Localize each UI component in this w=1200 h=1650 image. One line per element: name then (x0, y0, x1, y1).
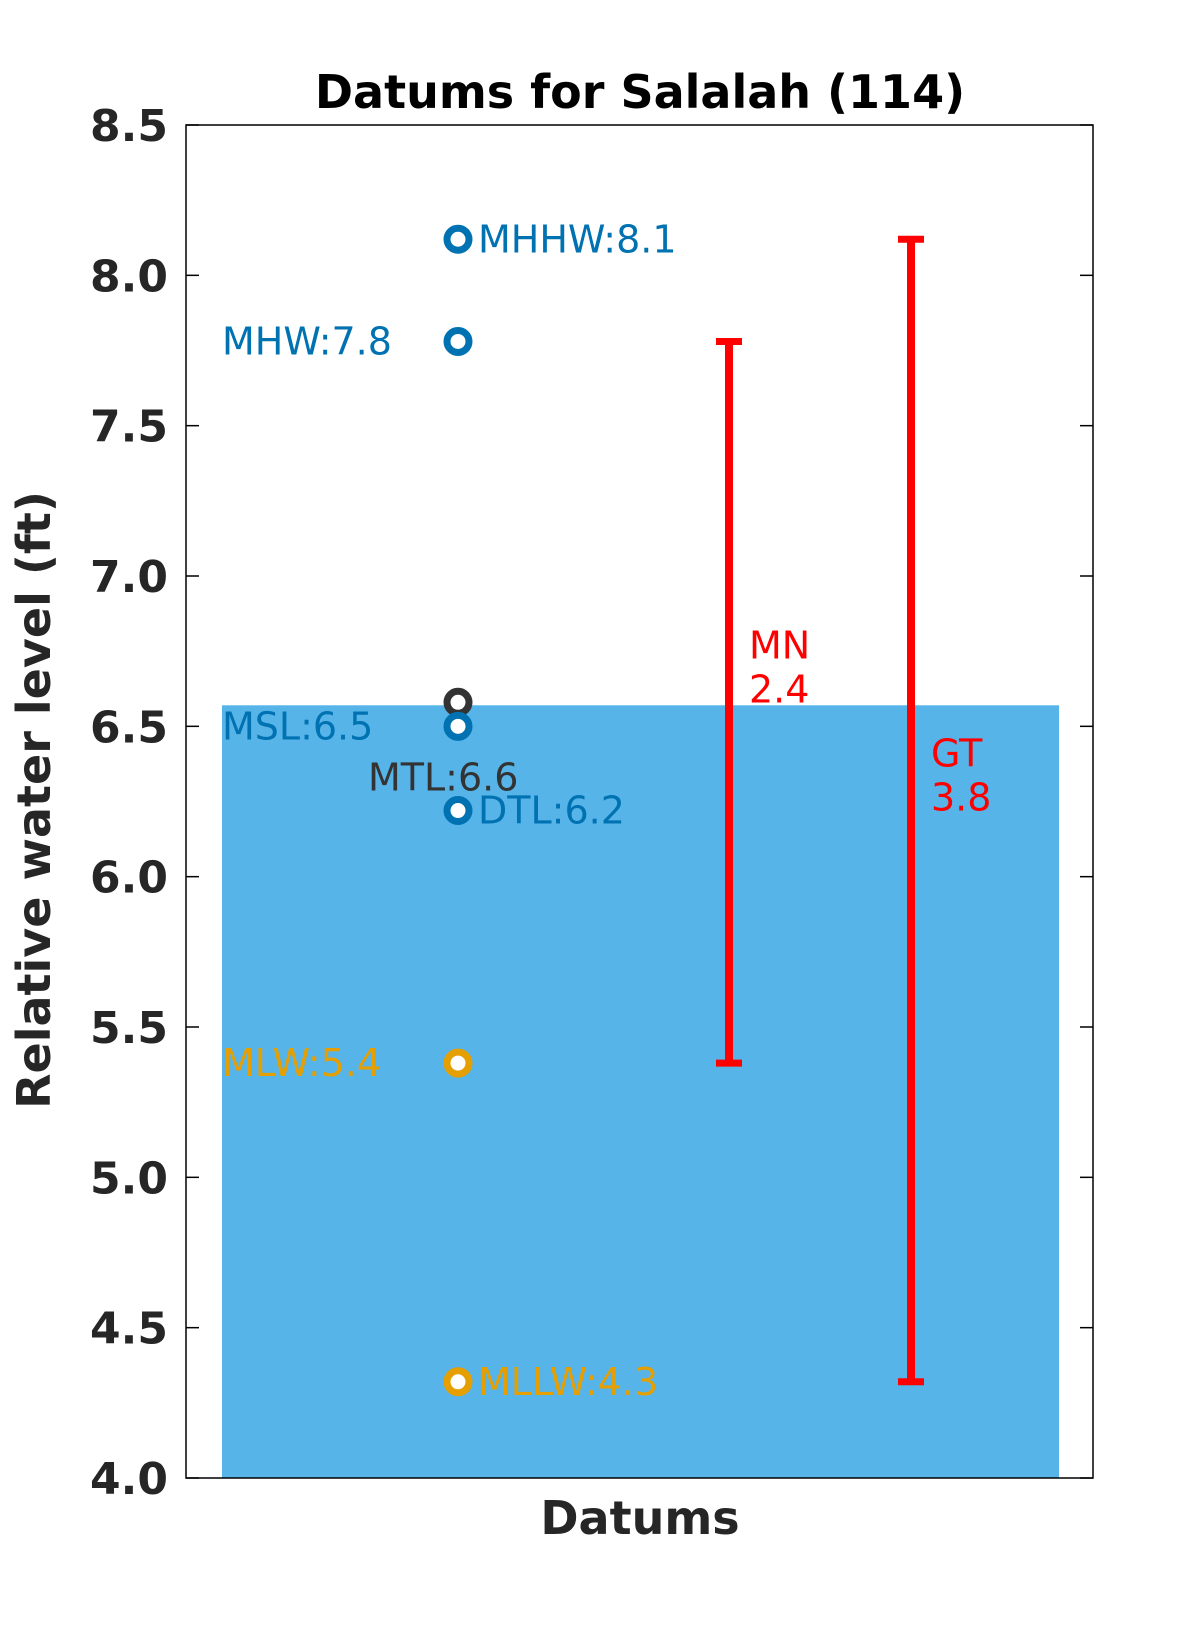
y-axis-ticks: 4.0 4.5 5.0 5.5 6.0 6.5 7.0 7.5 8.0 8.5 (90, 101, 1093, 1505)
datum-point-marker (443, 687, 473, 717)
datum-point-label: DTL:6.2 (478, 789, 625, 833)
y-tick-label: 8.5 (90, 101, 168, 152)
y-tick-label: 6.5 (90, 702, 168, 753)
plot-frame (185, 124, 1094, 1479)
datum-point-label: MLLW:4.3 (478, 1360, 658, 1404)
y-tick-label: 5.0 (90, 1153, 168, 1204)
datum-point-label: MTL:6.6 (368, 755, 518, 799)
datum-point-marker (443, 1367, 473, 1397)
range-value-label: 2.4 (749, 667, 809, 711)
datum-point-marker (443, 796, 473, 826)
shaded-water-region (222, 705, 1059, 1478)
range-name-label: GT (931, 732, 983, 776)
datum-point-label: MLW:5.4 (222, 1041, 381, 1085)
range-bars: MN2.4 GT3.8 (716, 235, 991, 1386)
datum-point-label: MHHW:8.1 (478, 217, 677, 261)
range-name-label: MN (749, 623, 810, 667)
datum-point-marker (443, 326, 473, 356)
y-tick-label: 7.5 (90, 402, 168, 453)
datum-point-label: MSL:6.5 (222, 704, 373, 748)
y-tick-label: 4.5 (90, 1304, 168, 1355)
datum-points: MHHW:8.1 MHW:7.8 MTL:6.6 MSL:6.5 DTL:6.2 MLW:… (222, 217, 677, 1404)
chart-title: Datums for Salalah (114) (315, 65, 965, 119)
y-axis-label: Relative water level (ft) (7, 491, 61, 1109)
y-tick-label: 5.5 (90, 1003, 168, 1054)
y-tick-label: 8.0 (90, 251, 168, 302)
range-value-label: 3.8 (931, 776, 991, 820)
datum-point-marker (443, 224, 473, 254)
y-tick-label: 4.0 (90, 1454, 168, 1505)
x-axis-label: Datums (540, 1491, 739, 1545)
datum-point-marker (443, 711, 473, 741)
y-tick-label: 7.0 (90, 552, 168, 603)
datum-point-label: MHW:7.8 (222, 319, 392, 363)
y-tick-label: 6.0 (90, 853, 168, 904)
datum-point-marker (443, 1048, 473, 1078)
